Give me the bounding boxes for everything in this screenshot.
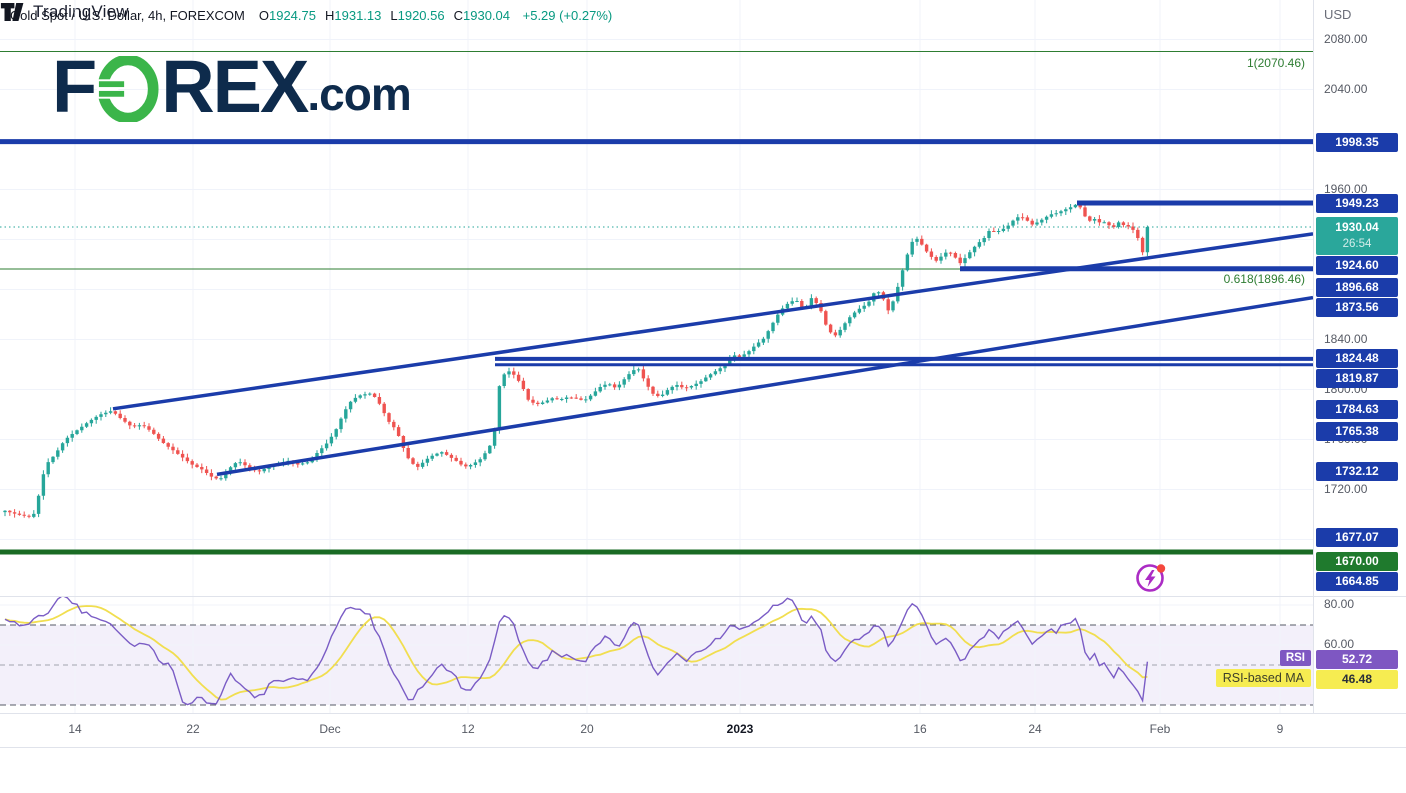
time-label-24: 24	[1028, 722, 1042, 736]
tradingview-attribution[interactable]: TradingView	[0, 0, 1406, 24]
time-label-9: 9	[1276, 722, 1284, 736]
price-gridline-label: 1840.00	[1324, 332, 1368, 346]
rsi-label-badge[interactable]: RSI	[1279, 650, 1311, 666]
rsi-ma-label-badge[interactable]: RSI-based MA	[1215, 669, 1311, 687]
time-label-20: 20	[580, 722, 594, 736]
time-axis[interactable]: 14 22 Dec 12 20 2023 16 24 Feb 9	[0, 713, 1406, 748]
time-label-Dec: Dec	[319, 722, 341, 736]
price-badge-1873-56: 1873.56	[1316, 297, 1398, 317]
time-label-14: 14	[68, 722, 82, 736]
fib-level-618-label[interactable]: 0.618(1896.46)	[1223, 272, 1305, 286]
time-label-Feb: Feb	[1149, 722, 1171, 736]
price-axis[interactable]: USD 2080.002040.002000.001960.001920.001…	[1313, 0, 1406, 747]
price-badge-1765-38: 1765.38	[1316, 421, 1398, 441]
price-badge-1784-63: 1784.63	[1316, 399, 1398, 419]
price-badge-1998-35: 1998.35	[1316, 132, 1398, 152]
price-gridline-label: 60.00	[1324, 637, 1355, 651]
symbol-header[interactable]: Gold Spot / U.S. Dollar, 4h, FOREXCOM O19…	[10, 8, 612, 23]
tradingview-logo-icon	[0, 3, 24, 21]
price-gridline-label: 80.00	[1324, 597, 1355, 611]
watermark-rex: REX	[161, 45, 309, 128]
forex-o-logo-icon	[97, 56, 159, 122]
price-gridline-label: 2040.00	[1324, 82, 1368, 96]
rsi-indicator-pane[interactable]	[0, 596, 1313, 713]
price-badge-1677-07: 1677.07	[1316, 527, 1398, 547]
price-badge-1924-60: 1924.60	[1316, 255, 1398, 275]
price-badge-1732-12: 1732.12	[1316, 461, 1398, 481]
price-badge-1930-04: 1930.04 26:54	[1316, 217, 1398, 255]
price-gridline-label: 1720.00	[1324, 482, 1368, 496]
watermark-com: .com	[307, 68, 411, 120]
price-badge-1664-85: 1664.85	[1316, 571, 1398, 591]
symbol-title: Gold Spot / U.S. Dollar, 4h, FOREXCOM	[10, 8, 245, 23]
price-badge-1819-87: 1819.87	[1316, 368, 1398, 388]
flash-events-icon[interactable]	[1134, 560, 1168, 594]
tradingview-brand-text: TradingView	[33, 2, 129, 21]
time-label-2023: 2023	[726, 722, 754, 736]
watermark-f: F	[52, 45, 97, 128]
change-value: +5.29 (+0.27%)	[522, 8, 613, 23]
time-label-12: 12	[461, 722, 475, 736]
price-badge-1824-48: 1824.48	[1316, 348, 1398, 368]
price-badge-1949-23: 1949.23	[1316, 193, 1398, 213]
forex-com-watermark-logo: F REX .com	[52, 45, 412, 128]
ohlc-c: C1930.04	[453, 8, 510, 23]
price-badge-46-48: 46.48	[1316, 669, 1398, 689]
fib-level-1-label[interactable]: 1(2070.46)	[1246, 56, 1305, 70]
price-badge-52-72: 52.72	[1316, 649, 1398, 669]
ohlc-o: O1924.75	[258, 8, 316, 23]
price-gridline-label: 2080.00	[1324, 32, 1368, 46]
ohlc-h: H1931.13	[324, 8, 382, 23]
pane-separator[interactable]	[0, 596, 1406, 597]
ohlc-l: L1920.56	[390, 8, 445, 23]
main-chart-pane[interactable]	[0, 0, 1313, 596]
price-axis-unit: USD	[1324, 7, 1352, 22]
time-label-22: 22	[186, 722, 200, 736]
ohlc-values: O1924.75 H1931.13 L1920.56 C1930.04	[259, 8, 519, 23]
price-gridline-label: 1960.00	[1324, 182, 1368, 196]
time-label-16: 16	[913, 722, 927, 736]
footer-separator	[0, 747, 1406, 748]
price-badge-1670-00: 1670.00	[1316, 551, 1398, 571]
price-badge-1896-68: 1896.68	[1316, 277, 1398, 297]
